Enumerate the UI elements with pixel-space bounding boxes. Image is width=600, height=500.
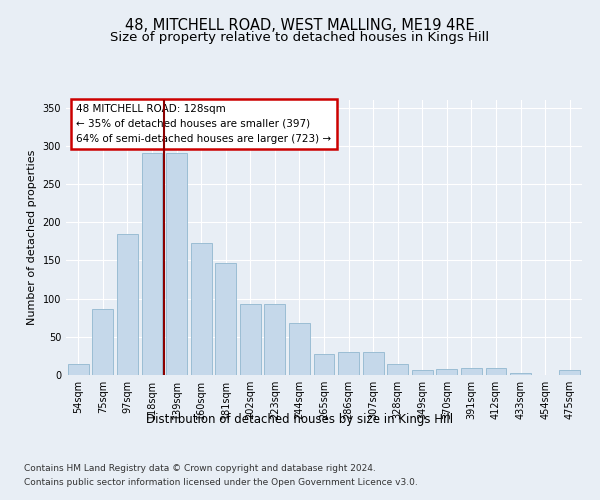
Text: Contains HM Land Registry data © Crown copyright and database right 2024.: Contains HM Land Registry data © Crown c… [24,464,376,473]
Bar [240,304,261,375]
Bar [338,352,359,375]
Bar [166,154,187,375]
Bar [436,369,457,375]
Bar [92,310,113,375]
Bar [485,368,506,375]
Text: 48, MITCHELL ROAD, WEST MALLING, ME19 4RE: 48, MITCHELL ROAD, WEST MALLING, ME19 4R… [125,18,475,32]
Text: Contains public sector information licensed under the Open Government Licence v3: Contains public sector information licen… [24,478,418,487]
Bar [387,364,408,375]
Bar [142,154,163,375]
Bar [215,262,236,375]
Bar [461,368,482,375]
Bar [362,352,383,375]
Text: Distribution of detached houses by size in Kings Hill: Distribution of detached houses by size … [146,412,454,426]
Text: 48 MITCHELL ROAD: 128sqm
← 35% of detached houses are smaller (397)
64% of semi-: 48 MITCHELL ROAD: 128sqm ← 35% of detach… [76,104,331,144]
Bar [510,372,531,375]
Bar [314,354,334,375]
Y-axis label: Number of detached properties: Number of detached properties [27,150,37,325]
Bar [117,234,138,375]
Bar [68,364,89,375]
Bar [191,243,212,375]
Bar [265,304,286,375]
Bar [412,370,433,375]
Bar [289,323,310,375]
Text: Size of property relative to detached houses in Kings Hill: Size of property relative to detached ho… [110,31,490,44]
Bar [559,370,580,375]
